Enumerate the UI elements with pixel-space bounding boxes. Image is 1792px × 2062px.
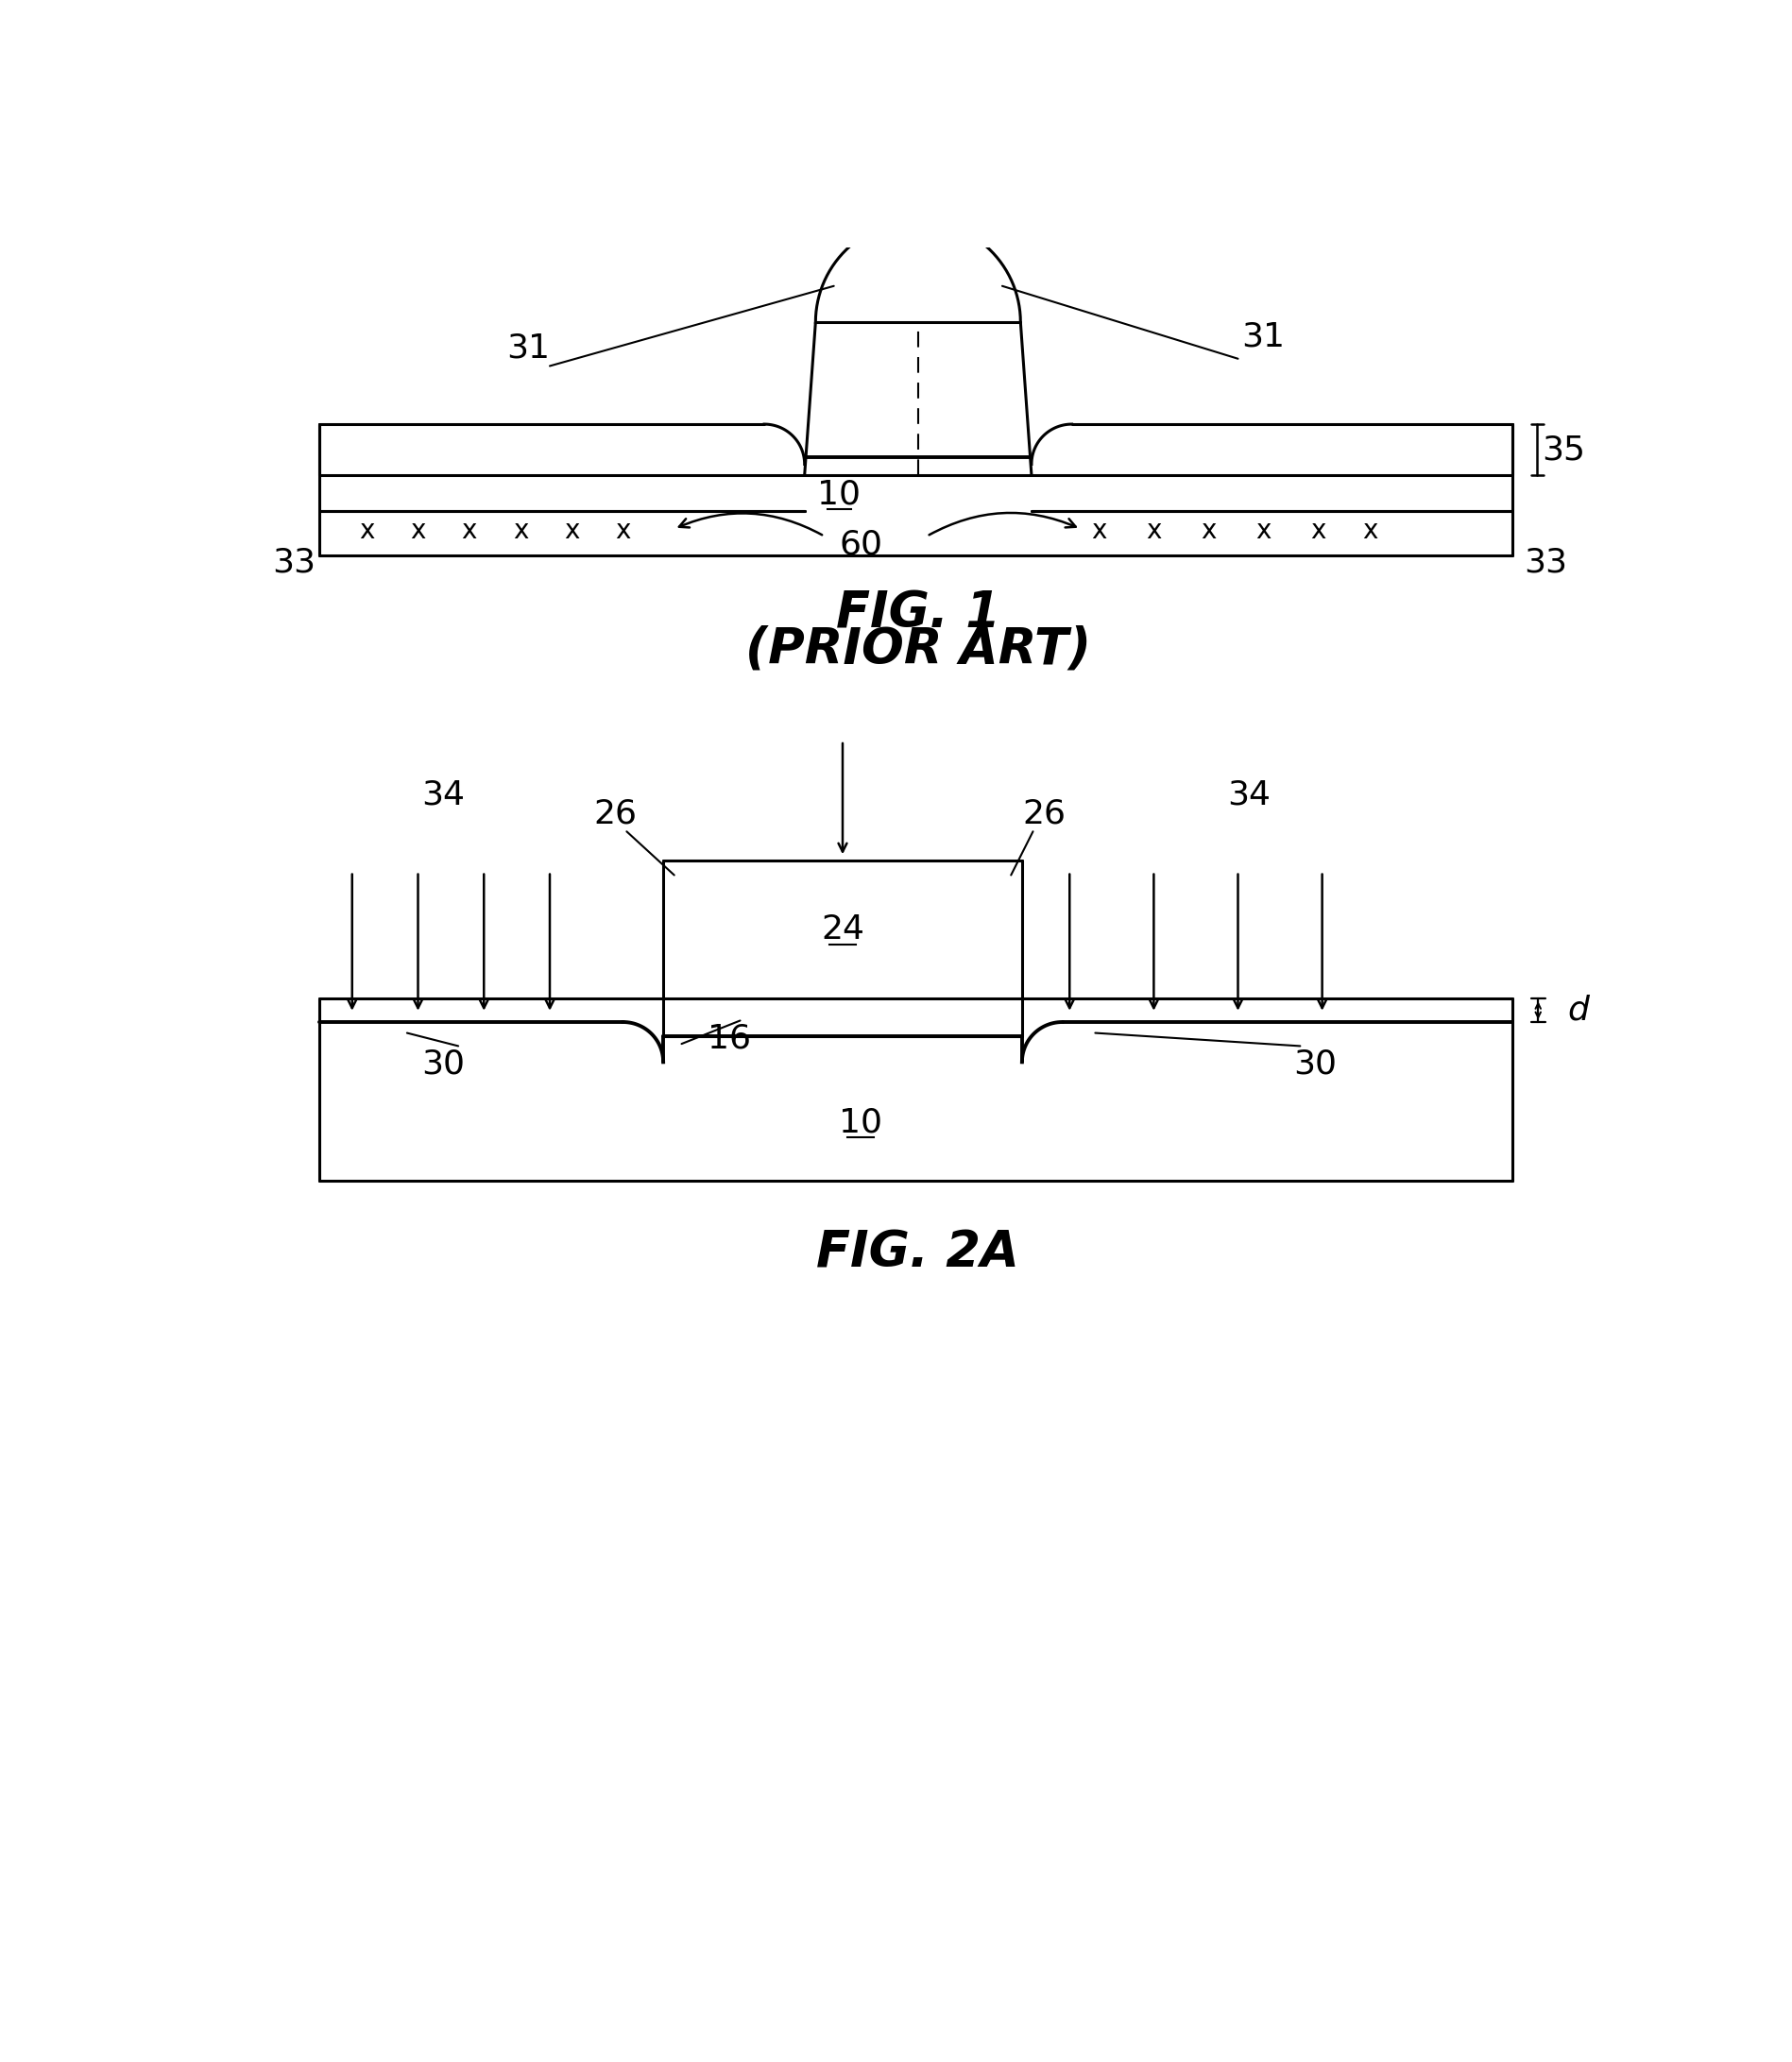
Text: 16: 16 <box>708 1023 751 1056</box>
Text: 24: 24 <box>821 913 864 946</box>
Text: x: x <box>1147 518 1161 544</box>
Text: FIG. 1: FIG. 1 <box>835 590 1000 637</box>
Text: x: x <box>615 518 631 544</box>
Text: 60: 60 <box>839 528 883 561</box>
Text: FIG. 2A: FIG. 2A <box>817 1229 1020 1278</box>
Text: 34: 34 <box>1228 779 1271 810</box>
Text: 33: 33 <box>272 546 315 579</box>
Text: x: x <box>513 518 529 544</box>
Text: x: x <box>1201 518 1217 544</box>
Text: d: d <box>1568 994 1590 1027</box>
Text: 10: 10 <box>817 478 860 511</box>
Text: x: x <box>358 518 375 544</box>
Text: 31: 31 <box>505 332 550 363</box>
Text: 26: 26 <box>1021 798 1066 829</box>
Text: 26: 26 <box>593 798 638 829</box>
Text: x: x <box>1362 518 1378 544</box>
Text: 34: 34 <box>421 779 466 810</box>
Text: x: x <box>410 518 426 544</box>
Text: 33: 33 <box>1523 546 1566 579</box>
Text: x: x <box>462 518 477 544</box>
Text: 31: 31 <box>1242 322 1285 353</box>
Text: 30: 30 <box>421 1047 466 1080</box>
Text: 30: 30 <box>1294 1047 1337 1080</box>
Text: x: x <box>1091 518 1107 544</box>
Text: (PRIOR ART): (PRIOR ART) <box>745 625 1091 674</box>
Text: x: x <box>1256 518 1271 544</box>
Text: x: x <box>564 518 579 544</box>
Text: 35: 35 <box>1541 433 1586 466</box>
Text: 10: 10 <box>839 1107 883 1138</box>
Text: x: x <box>1310 518 1326 544</box>
